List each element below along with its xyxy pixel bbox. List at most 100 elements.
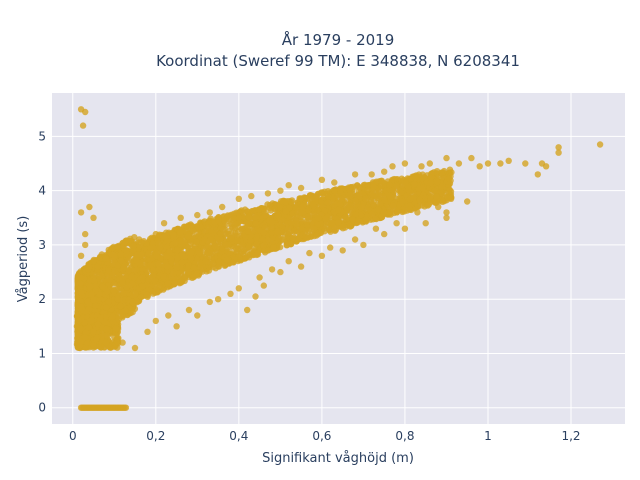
data-point — [381, 230, 388, 238]
data-point — [414, 203, 422, 210]
data-point — [376, 192, 384, 200]
data-point — [102, 339, 110, 346]
data-point — [298, 209, 305, 216]
data-point — [177, 214, 184, 221]
data-point — [324, 199, 332, 206]
data-point — [130, 242, 137, 250]
data-point — [271, 205, 278, 213]
data-point — [196, 250, 203, 257]
data-point — [190, 264, 197, 271]
data-point — [214, 296, 222, 303]
data-point — [122, 238, 129, 246]
data-point — [252, 214, 259, 221]
data-point — [185, 306, 193, 314]
data-point — [152, 317, 159, 325]
data-point — [147, 245, 154, 252]
data-point — [75, 317, 83, 325]
data-point — [360, 241, 367, 249]
data-point — [86, 263, 93, 270]
data-point — [156, 244, 164, 252]
data-point — [386, 209, 393, 216]
data-point — [147, 261, 154, 269]
data-point — [90, 328, 97, 335]
data-point — [381, 196, 388, 204]
data-point — [235, 285, 242, 292]
data-point — [205, 267, 213, 274]
data-point — [122, 404, 130, 411]
data-point — [377, 200, 384, 207]
data-point — [344, 201, 352, 208]
data-point — [103, 331, 110, 339]
data-point — [253, 251, 260, 259]
data-point — [117, 302, 124, 310]
data-point — [406, 196, 414, 203]
data-point — [334, 219, 342, 226]
data-point — [426, 160, 433, 167]
data-point — [173, 323, 180, 330]
x-tick-label: 0,2 — [146, 429, 165, 443]
data-point — [261, 212, 269, 219]
data-points — [73, 106, 604, 411]
data-point — [443, 209, 450, 216]
x-tick-label: 1 — [484, 429, 492, 443]
data-point — [329, 219, 336, 226]
data-point — [282, 199, 289, 206]
data-point — [174, 246, 181, 254]
data-point — [94, 263, 101, 270]
data-point — [291, 228, 298, 235]
data-point — [170, 231, 177, 238]
x-tick-label: 0,8 — [395, 429, 414, 443]
data-point — [199, 268, 206, 275]
data-point — [329, 195, 337, 202]
data-point — [412, 174, 419, 182]
data-point — [431, 198, 438, 205]
data-point — [361, 181, 368, 188]
data-point — [177, 229, 184, 236]
data-point — [87, 283, 94, 290]
data-point — [555, 144, 562, 151]
data-point — [268, 266, 276, 273]
data-point — [274, 228, 281, 235]
data-point — [161, 233, 168, 240]
data-point — [185, 269, 192, 276]
data-point — [337, 186, 344, 193]
data-point — [264, 190, 272, 197]
data-point — [369, 211, 376, 218]
data-point — [77, 297, 84, 304]
data-point — [356, 192, 363, 200]
data-point — [96, 273, 103, 280]
data-point — [164, 263, 171, 270]
data-point — [264, 236, 272, 244]
data-point — [260, 229, 268, 237]
data-point — [313, 232, 320, 239]
data-point — [123, 247, 130, 254]
data-point — [102, 304, 110, 311]
data-point — [103, 325, 110, 333]
data-point — [93, 335, 100, 343]
x-tick-label: 1,2 — [561, 429, 580, 443]
data-point — [455, 160, 463, 167]
data-point — [339, 247, 346, 254]
data-point — [393, 220, 400, 227]
data-point — [85, 324, 92, 331]
data-point — [334, 193, 342, 201]
data-point — [204, 224, 212, 231]
data-point — [362, 216, 370, 223]
data-point — [113, 338, 121, 346]
data-point — [352, 197, 359, 205]
data-point — [304, 234, 311, 241]
data-point — [356, 184, 363, 191]
data-point — [230, 259, 237, 266]
data-point — [144, 328, 151, 335]
data-point — [202, 258, 209, 265]
data-point — [234, 237, 242, 244]
data-point — [297, 195, 305, 202]
data-point — [370, 183, 378, 191]
data-point — [165, 312, 172, 319]
data-point — [105, 246, 112, 254]
data-point — [79, 122, 87, 129]
data-point — [399, 198, 406, 206]
data-point — [227, 248, 234, 256]
data-point — [414, 209, 421, 216]
data-point — [476, 163, 483, 170]
